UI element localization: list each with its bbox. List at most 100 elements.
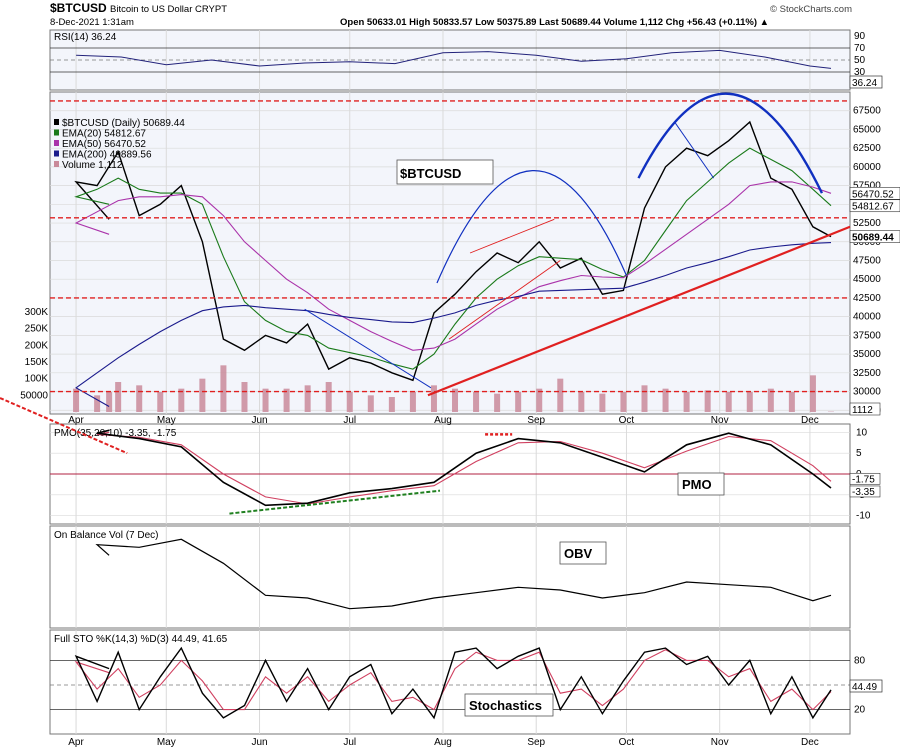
legend-swatch xyxy=(54,119,59,125)
volume-bar xyxy=(557,378,564,412)
pmo-carryover-line xyxy=(0,397,128,455)
sto-tick-label: 80 xyxy=(854,655,866,666)
legend-label: $BTCUSD (Daily) 50689.44 xyxy=(62,118,185,129)
sto-tick-label: 20 xyxy=(854,705,866,716)
sto-d-line xyxy=(74,649,832,711)
price-tick-label: 35000 xyxy=(853,349,881,360)
volume-bar xyxy=(304,385,311,412)
volume-bar xyxy=(578,392,585,412)
rsi-tick-label: 50 xyxy=(854,55,866,66)
pmo-label: PMO(35,20,10) -3.35, -1.75 xyxy=(54,428,177,439)
falling-trendline xyxy=(304,308,432,389)
month-label-dec: Dec xyxy=(801,415,819,426)
rsi-last-value: 36.24 xyxy=(852,78,877,89)
price-tick-label: 67500 xyxy=(853,106,881,117)
pmo-annotation-label: PMO xyxy=(682,477,712,492)
volume-bar xyxy=(346,392,353,412)
ema50-line xyxy=(74,181,832,351)
legend-label: Volume 1,112 xyxy=(62,160,123,171)
volume-bar xyxy=(620,392,627,412)
volume-bar xyxy=(94,395,101,412)
volume-bar xyxy=(409,392,416,412)
price-tick-label: 45000 xyxy=(853,274,881,285)
obv-line xyxy=(95,538,832,610)
price-tick-label: 62500 xyxy=(853,143,881,154)
legend-swatch xyxy=(54,129,59,136)
price-last-label: 56470.52 xyxy=(852,189,894,200)
volume-bar xyxy=(599,393,606,412)
volume-bar xyxy=(325,382,332,412)
legend-swatch xyxy=(54,161,59,167)
watermark: © StockCharts.com xyxy=(770,4,852,15)
ohlc-summary: Open 50633.01 High 50833.57 Low 50375.89… xyxy=(340,17,769,28)
pmo-last-label: -1.75 xyxy=(852,474,875,485)
price-tick-label: 47500 xyxy=(853,255,881,266)
instrument-name: Bitcoin to US Dollar CRYPT xyxy=(110,4,227,15)
month-label-sep: Sep xyxy=(527,415,545,426)
pmo-signal-line xyxy=(97,431,832,505)
month-label-may: May xyxy=(157,415,176,426)
price-annotation-label: $BTCUSD xyxy=(400,166,461,181)
volume-bar xyxy=(388,397,395,412)
price-last-box xyxy=(849,187,900,200)
volume-bar xyxy=(178,388,185,412)
pmo-divergence-line xyxy=(229,489,441,515)
volume-bar xyxy=(73,388,80,412)
double-top-arc xyxy=(637,92,824,194)
obv-label: On Balance Vol (7 Dec) xyxy=(54,530,159,541)
price-tick-label: 40000 xyxy=(853,312,881,323)
volume-tick-label: 100K xyxy=(25,374,49,385)
month-label-bottom-oct: Oct xyxy=(619,737,635,748)
volume-bar xyxy=(725,392,732,412)
price-last-box xyxy=(849,230,900,243)
price-last-label: 50689.44 xyxy=(852,233,894,244)
legend-label: EMA(50) 56470.52 xyxy=(62,139,146,150)
pmo-panel: PMO(35,20,10) -3.35, -1.75 1050-5-10-1.7… xyxy=(0,397,881,525)
volume-bar xyxy=(157,392,164,412)
pmo-tick-label: -10 xyxy=(856,511,871,522)
pmo-tick-label: 5 xyxy=(856,448,862,459)
month-label-bottom-jul: Jul xyxy=(343,737,356,748)
volume-bar xyxy=(367,395,374,412)
price-tick-label: 42500 xyxy=(853,293,881,304)
month-label-bottom-sep: Sep xyxy=(527,737,545,748)
sto-annotation-label: Stochastics xyxy=(469,698,542,713)
legend-swatch xyxy=(54,140,59,146)
volume-bar xyxy=(746,392,753,412)
volume-bar xyxy=(641,385,648,412)
volume-last-box xyxy=(849,402,881,416)
volume-bar xyxy=(704,390,711,412)
volume-bar xyxy=(136,385,143,412)
volume-bar xyxy=(115,382,122,412)
volume-bar xyxy=(430,385,437,412)
rsi-tick-label: 30 xyxy=(854,67,866,78)
volume-last-label: 1112 xyxy=(852,405,873,416)
price-tick-label: 65000 xyxy=(853,124,881,135)
volume-tick-label: 250K xyxy=(25,324,49,335)
rsi-line xyxy=(76,49,832,69)
volume-bar xyxy=(452,388,459,412)
pmo-last-box xyxy=(849,472,881,485)
volume-bar xyxy=(220,365,227,412)
month-label-bottom-jun: Jun xyxy=(251,737,267,748)
month-label-apr: Apr xyxy=(68,415,84,426)
channel-line-upper xyxy=(469,218,555,254)
volume-bar xyxy=(494,393,501,412)
month-label-bottom-may: May xyxy=(157,737,176,748)
volume-bar xyxy=(106,392,113,412)
volume-tick-label: 300K xyxy=(25,307,49,318)
rsi-tick-label: 90 xyxy=(854,31,866,42)
pmo-line xyxy=(96,429,832,507)
rounded-top-arc xyxy=(436,170,627,284)
sto-last-value: 44.49 xyxy=(852,682,877,693)
stochastics-panel: Full STO %K(14,3) %D(3) 44.49, 41.65 805… xyxy=(49,629,883,735)
volume-bar xyxy=(788,392,795,412)
pmo-last-box xyxy=(849,485,881,498)
legend-swatch xyxy=(54,150,59,157)
rsi-label: RSI(14) 36.24 xyxy=(54,32,117,43)
month-label-jun: Jun xyxy=(251,415,267,426)
volume-bar xyxy=(683,392,690,412)
obv-panel: On Balance Vol (7 Dec) OBV xyxy=(49,525,851,629)
channel-line-lower xyxy=(448,260,561,340)
